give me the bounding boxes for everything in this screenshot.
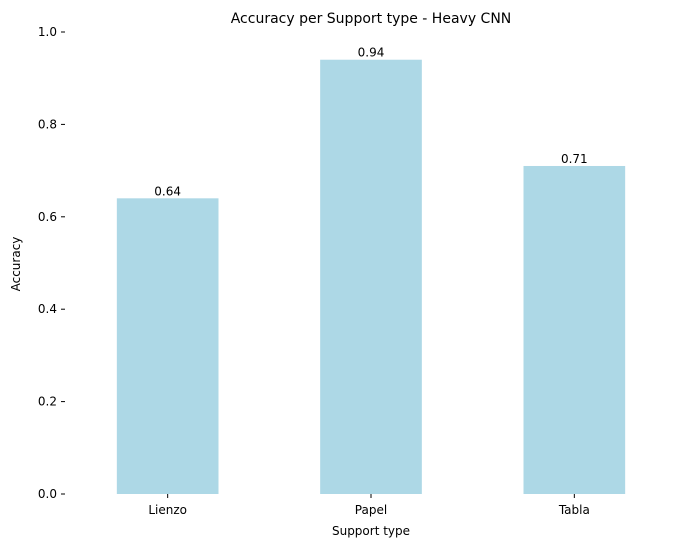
- bar-value-label: 0.94: [358, 46, 385, 60]
- x-tick-label: Lienzo: [148, 503, 187, 517]
- y-tick-label: 0.2: [38, 395, 57, 409]
- bar-value-label: 0.71: [561, 152, 588, 166]
- y-tick-label: 0.8: [38, 117, 57, 131]
- x-axis: Lienzo Papel Tabla: [148, 494, 590, 517]
- chart-title: Accuracy per Support type - Heavy CNN: [231, 11, 512, 27]
- bar-papel: [320, 59, 422, 494]
- bar-value-label: 0.64: [154, 184, 181, 198]
- bar-tabla: [523, 165, 626, 495]
- y-tick-label: 0.4: [38, 302, 57, 316]
- value-labels-group: 0.64 0.94 0.71: [154, 46, 587, 199]
- y-axis-label: Accuracy: [9, 237, 23, 292]
- bars-group: [116, 59, 626, 495]
- x-tick-label: Papel: [355, 503, 387, 517]
- x-tick-label: Tabla: [558, 503, 590, 517]
- y-tick-label: 0.0: [38, 487, 57, 501]
- y-axis: 0.0 0.2 0.4 0.6 0.8 1.0: [38, 25, 65, 501]
- x-axis-label: Support type: [332, 524, 410, 538]
- y-tick-label: 1.0: [38, 25, 57, 39]
- y-tick-label: 0.6: [38, 210, 57, 224]
- bar-lienzo: [116, 198, 219, 494]
